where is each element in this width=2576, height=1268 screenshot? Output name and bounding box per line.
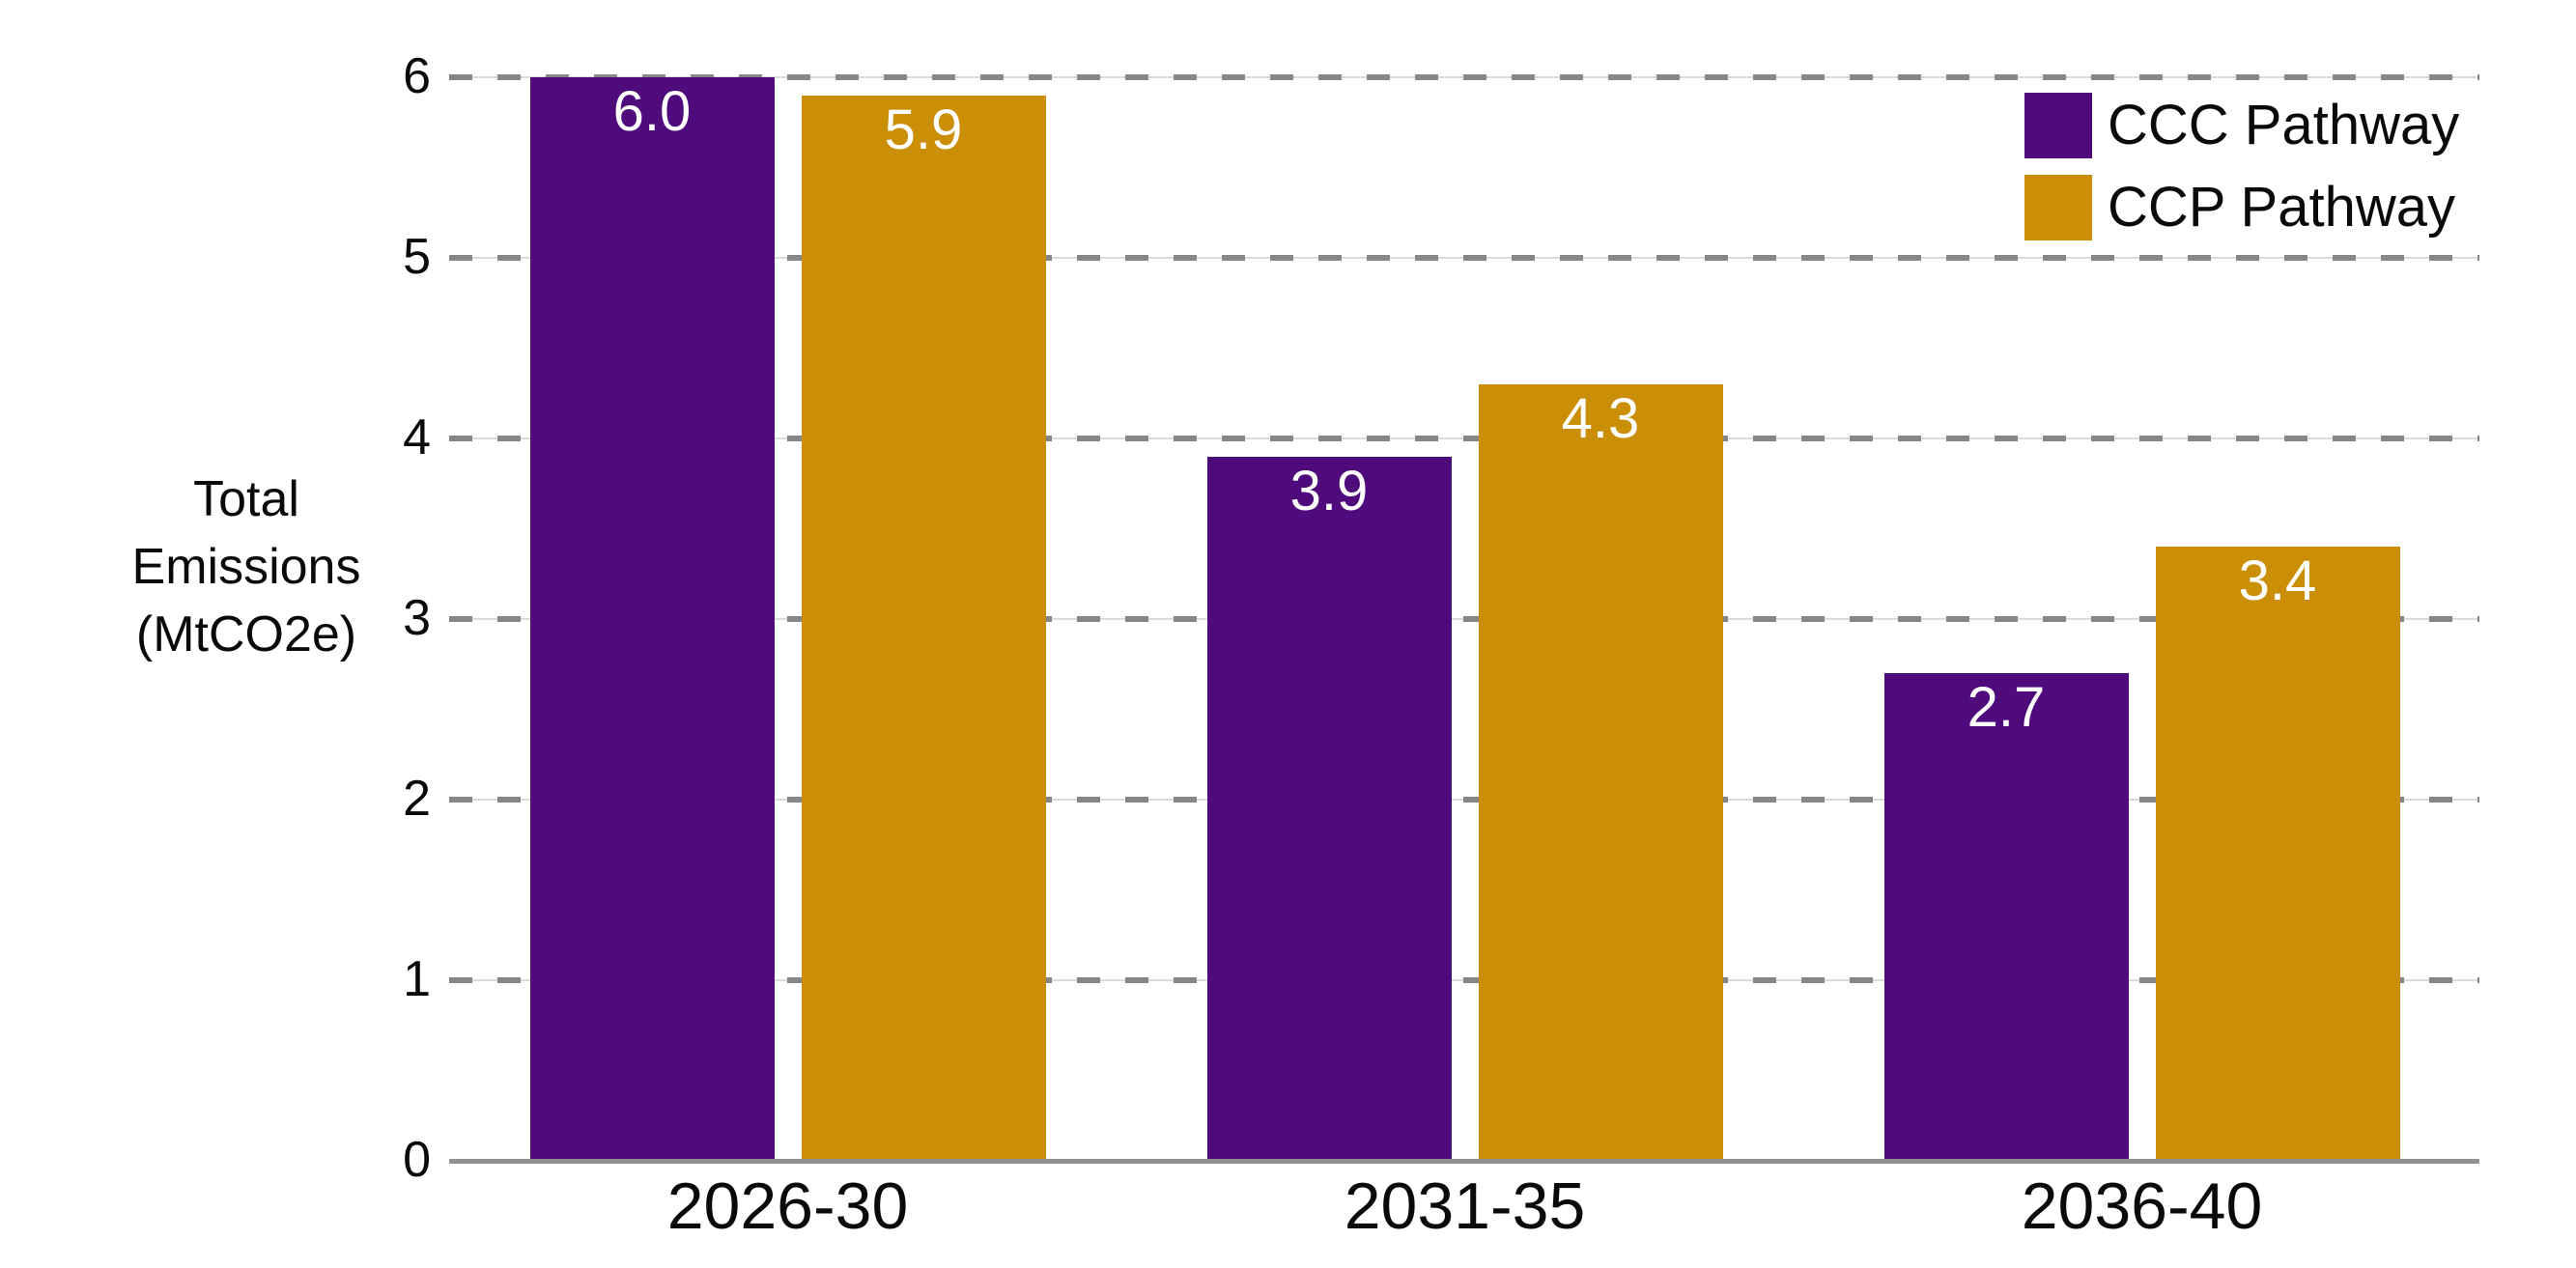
y-axis-title-line: Total xyxy=(193,471,299,527)
gridline xyxy=(449,616,2479,622)
bar-value-label: 5.9 xyxy=(884,98,963,161)
legend-item: CCP Pathway xyxy=(2024,175,2459,240)
bar: 3.9 xyxy=(1206,456,1452,1161)
bar-value-label: 4.3 xyxy=(1561,386,1640,450)
y-tick-label: 3 xyxy=(403,590,431,646)
bar: 6.0 xyxy=(529,77,775,1161)
bar-value-label: 3.9 xyxy=(1289,459,1369,522)
legend-label: CCP Pathway xyxy=(2108,176,2455,239)
gridline xyxy=(449,797,2479,803)
bar-value-label: 6.0 xyxy=(612,80,692,143)
y-axis-title: Total Emissions (MtCO2e) xyxy=(101,465,391,668)
y-tick-label: 6 xyxy=(403,48,431,104)
gridline xyxy=(449,255,2479,261)
bar-value-label: 3.4 xyxy=(2238,549,2317,613)
y-tick-label: 5 xyxy=(403,229,431,285)
gridline xyxy=(449,436,2479,441)
legend-swatch xyxy=(2024,93,2092,158)
bar: 2.7 xyxy=(1883,673,2129,1161)
x-tick-label: 2026-30 xyxy=(666,1169,909,1243)
legend-item: CCC Pathway xyxy=(2024,93,2459,158)
gridline xyxy=(449,74,2479,80)
legend-label: CCC Pathway xyxy=(2108,94,2460,156)
x-tick-label: 2036-40 xyxy=(2021,1169,2263,1243)
y-tick-label: 0 xyxy=(403,1132,431,1188)
y-tick-label: 1 xyxy=(403,951,431,1007)
y-tick-label: 4 xyxy=(403,409,431,465)
bar: 3.4 xyxy=(2155,547,2400,1161)
y-tick-label: 2 xyxy=(403,771,431,827)
y-axis-title-line: (MtCO2e) xyxy=(135,606,357,662)
bar: 5.9 xyxy=(801,95,1046,1161)
bar-value-label: 2.7 xyxy=(1967,676,2046,740)
x-tick-label: 2031-35 xyxy=(1344,1169,1586,1243)
bar: 4.3 xyxy=(1478,383,1723,1161)
legend-swatch xyxy=(2024,175,2092,240)
x-axis-line xyxy=(449,1159,2479,1164)
legend: CCC Pathway CCP Pathway xyxy=(2024,93,2459,240)
y-axis-title-line: Emissions xyxy=(131,539,361,595)
gridline xyxy=(449,977,2479,983)
